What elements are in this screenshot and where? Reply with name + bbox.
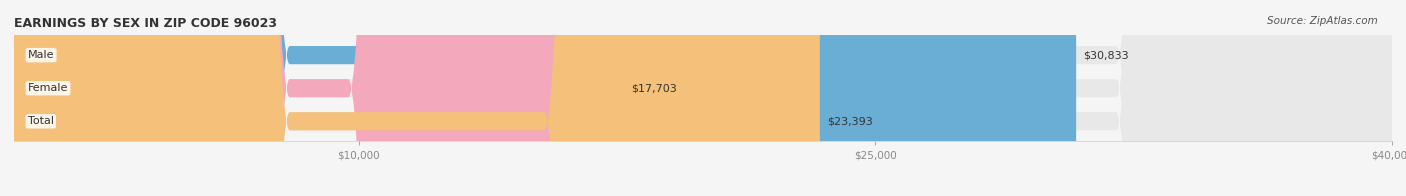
Text: Source: ZipAtlas.com: Source: ZipAtlas.com: [1267, 16, 1378, 26]
Text: $17,703: $17,703: [631, 83, 676, 93]
Text: $30,833: $30,833: [1083, 50, 1129, 60]
Text: Female: Female: [28, 83, 69, 93]
Text: Male: Male: [28, 50, 55, 60]
FancyBboxPatch shape: [14, 0, 1392, 196]
Text: $23,393: $23,393: [827, 116, 873, 126]
FancyBboxPatch shape: [14, 0, 1392, 196]
Text: Total: Total: [28, 116, 53, 126]
FancyBboxPatch shape: [14, 0, 1076, 196]
FancyBboxPatch shape: [14, 0, 1392, 196]
FancyBboxPatch shape: [14, 0, 820, 196]
Text: EARNINGS BY SEX IN ZIP CODE 96023: EARNINGS BY SEX IN ZIP CODE 96023: [14, 17, 277, 30]
FancyBboxPatch shape: [14, 0, 624, 196]
